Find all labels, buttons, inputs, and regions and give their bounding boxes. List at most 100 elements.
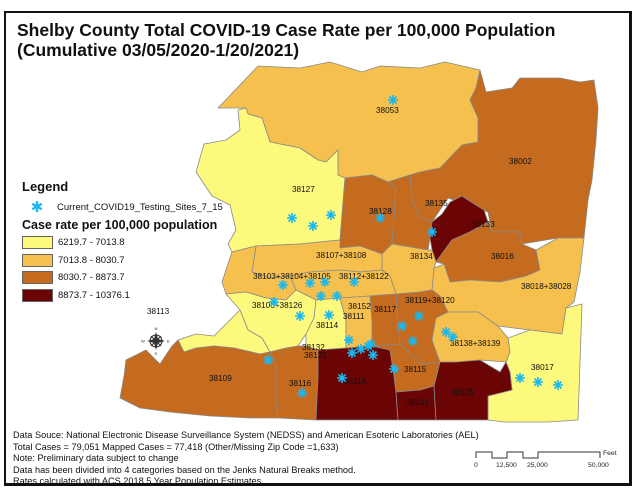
testing-site-marker[interactable]	[397, 321, 407, 331]
testing-site-marker[interactable]	[375, 213, 385, 223]
testing-site-marker[interactable]	[326, 210, 336, 220]
legend-class-3: 8030.7 - 8873.7	[22, 269, 223, 287]
note-jenks: Data has been divided into 4 categories …	[13, 464, 356, 475]
zip-label: 38111	[343, 312, 365, 321]
testing-site-marker[interactable]	[269, 297, 279, 307]
scale-tick-12500: 12,500	[496, 462, 517, 469]
testing-site-marker[interactable]	[308, 221, 318, 231]
zip-label: 38118	[344, 377, 367, 386]
title-line-2: (Cumulative 03/05/2020-1/20/2021)	[17, 40, 300, 60]
zip-label: 38119+38120	[405, 296, 455, 305]
zip-area-38117[interactable]	[369, 293, 401, 347]
zip-label: 38132	[302, 343, 325, 352]
zip-label: 38112+38122	[339, 272, 389, 281]
testing-site-marker[interactable]	[427, 227, 437, 237]
zip-label: 38116	[289, 379, 312, 388]
legend-title: Legend	[22, 179, 69, 194]
note-acs: Rates calculated with ACS 2018 5 Year Po…	[13, 476, 264, 487]
legend-class-label: 8030.7 - 8873.7	[58, 272, 125, 284]
map-notes: Data Souce: National Electronic Disease …	[13, 430, 479, 488]
compass-n: N	[155, 326, 158, 331]
zip-area-38125[interactable]	[433, 359, 513, 421]
legend-class-1: 6219.7 - 7013.8	[22, 234, 223, 252]
scale-tick-50000: 50,000	[588, 462, 609, 469]
zip-label: 38053	[376, 106, 399, 115]
testing-site-marker[interactable]	[278, 280, 288, 290]
legend-classes-title: Case rate per 100,000 population	[22, 218, 218, 232]
zip-label: 38127	[292, 185, 315, 194]
compass-s: S	[155, 351, 158, 356]
legend-class-2: 7013.8 - 8030.7	[22, 252, 223, 270]
testing-site-marker[interactable]	[414, 311, 424, 321]
zip-label: 38115	[404, 365, 427, 374]
testing-site-marker[interactable]	[363, 341, 373, 351]
testing-site-marker[interactable]	[332, 291, 342, 301]
compass-w: W	[141, 339, 145, 344]
testing-site-marker[interactable]	[295, 311, 305, 321]
compass-e: E	[167, 339, 170, 344]
zip-label: 38141	[406, 398, 429, 407]
zip-label: 38134	[410, 252, 433, 261]
scale-unit: Feet	[603, 450, 617, 457]
testing-site-marker[interactable]	[347, 348, 357, 358]
zip-label: 38152	[348, 302, 371, 311]
zip-label: 38125	[451, 388, 474, 397]
zip-label: 38109	[209, 374, 232, 383]
map-title: Shelby County Total COVID-19 Case Rate p…	[17, 20, 555, 60]
testing-site-marker[interactable]	[297, 388, 307, 398]
testing-site-marker[interactable]	[408, 336, 418, 346]
legend-swatch-1	[22, 236, 53, 250]
scale-bar	[475, 451, 601, 459]
zip-label: 38131	[304, 351, 327, 360]
legend-testing-sites: ✱ Current_COVID19_Testing_Sites_7_15	[22, 200, 223, 215]
asterisk-icon: ✱	[30, 198, 44, 216]
note-preliminary: Note: Preliminary data subject to change	[13, 453, 179, 464]
testing-site-marker[interactable]	[344, 335, 354, 345]
legend-class-label: 7013.8 - 8030.7	[58, 254, 125, 266]
scale-tick-25000: 25,000	[527, 462, 548, 469]
zip-label: 38018+38028	[521, 282, 572, 291]
testing-site-marker[interactable]	[337, 373, 347, 383]
north-arrow-icon: N E S W	[141, 326, 170, 356]
zip-area-38138-38139[interactable]	[431, 311, 511, 363]
legend-swatch-2	[22, 253, 53, 267]
title-line-1: Shelby County Total COVID-19 Case Rate p…	[17, 20, 556, 40]
scale-tick-0: 0	[474, 462, 478, 469]
testing-site-marker[interactable]	[368, 350, 378, 360]
legend-class-label: 8873.7 - 10376.1	[58, 289, 130, 301]
testing-site-marker[interactable]	[263, 355, 273, 365]
zip-label: 38016	[491, 252, 514, 261]
legend-class-4: 8873.7 - 10376.1	[22, 287, 223, 305]
zip-label: 38128	[369, 207, 392, 216]
note-data-source: Data Souce: National Electronic Disease …	[13, 430, 479, 440]
zip-label: 38138+38139	[450, 339, 501, 348]
testing-site-marker[interactable]	[533, 377, 543, 387]
zip-label: 38002	[509, 157, 532, 166]
testing-site-marker[interactable]	[448, 332, 458, 342]
note-total-cases: Total Cases = 79,051 Mapped Cases = 77,4…	[13, 441, 339, 452]
testing-site-marker[interactable]	[287, 213, 297, 223]
testing-site-marker[interactable]	[553, 380, 563, 390]
testing-site-marker[interactable]	[349, 277, 359, 287]
testing-site-marker[interactable]	[441, 327, 451, 337]
zip-label: 38017	[531, 363, 554, 372]
testing-site-marker[interactable]	[388, 95, 398, 105]
zip-label: 38135	[425, 199, 448, 208]
testing-site-marker[interactable]	[316, 291, 326, 301]
testing-site-marker[interactable]	[324, 310, 334, 320]
zip-label: 38113	[147, 307, 170, 316]
legend-class-label: 6219.7 - 7013.8	[58, 237, 125, 249]
testing-site-marker[interactable]	[305, 278, 315, 288]
legend: Legend ✱ Current_COVID19_Testing_Sites_7…	[22, 179, 223, 304]
zip-label: 38107+38108	[316, 251, 367, 260]
testing-site-marker[interactable]	[389, 364, 399, 374]
testing-site-marker[interactable]	[320, 277, 330, 287]
zip-label: 38133	[472, 220, 495, 229]
legend-testing-sites-label: Current_COVID19_Testing_Sites_7_15	[57, 202, 223, 213]
zip-label: 38114	[316, 321, 339, 330]
testing-site-marker[interactable]	[356, 344, 366, 354]
legend-swatch-3	[22, 271, 53, 285]
testing-site-marker[interactable]	[515, 373, 525, 383]
zip-label: 38117	[374, 305, 397, 314]
